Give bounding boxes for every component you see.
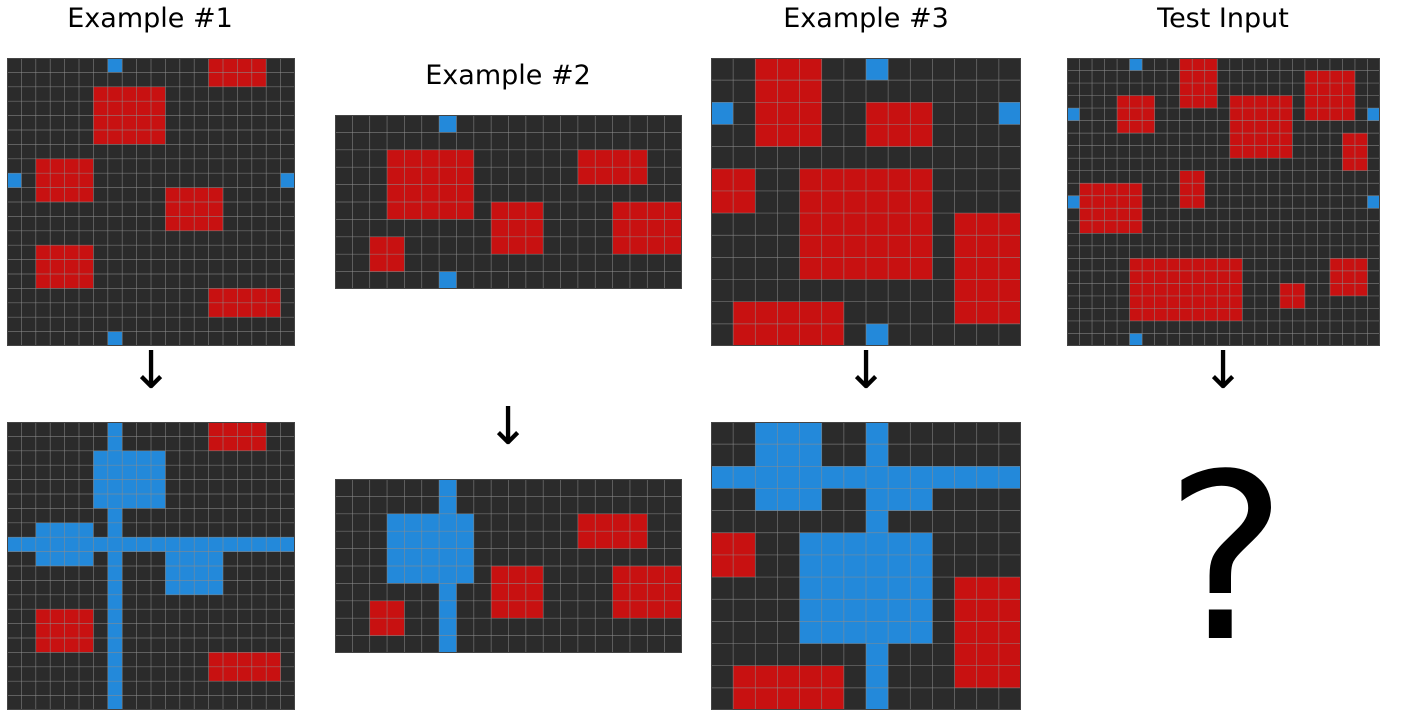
red-block <box>1329 258 1368 296</box>
blue-cell <box>711 102 734 125</box>
example-2-output-grid <box>335 479 682 653</box>
red-block <box>1117 95 1155 134</box>
example-3-output-grid <box>711 422 1021 710</box>
blue-cell <box>1367 195 1380 209</box>
red-block <box>1129 258 1243 321</box>
example-1-input-grid <box>7 58 295 346</box>
red-block <box>1229 95 1293 159</box>
red-block <box>491 566 544 619</box>
grid-border <box>1067 58 1380 346</box>
example-1-arrow: ↓ <box>129 341 173 401</box>
blue-cell <box>107 58 123 73</box>
blue-cell <box>1067 108 1080 121</box>
blue-cell <box>866 323 889 346</box>
red-block <box>954 213 1021 324</box>
example-3-input-grid <box>711 58 1021 346</box>
grid-border <box>7 58 295 346</box>
blue-cell <box>280 173 295 188</box>
blue-cell <box>866 58 889 81</box>
blue-cell <box>1367 108 1380 121</box>
test-input-grid <box>1067 58 1380 346</box>
red-block <box>491 202 544 255</box>
example-2-input-grid <box>335 115 682 289</box>
example-1-output-grid <box>7 422 295 710</box>
blue-cell <box>1129 333 1143 346</box>
unknown-output-question-mark: ? <box>1164 426 1288 693</box>
blue-cell <box>7 173 22 188</box>
blue-cell <box>1129 58 1143 71</box>
example-2-title: Example #2 <box>425 60 591 91</box>
test-input-title: Test Input <box>1157 3 1289 34</box>
blue-cell <box>439 271 457 289</box>
example-3-title: Example #3 <box>783 3 949 34</box>
example-2-arrow: ↓ <box>486 397 530 457</box>
blue-cell <box>439 115 457 133</box>
blue-cell <box>107 331 123 346</box>
grid-border <box>335 479 682 653</box>
blue-cell <box>1067 195 1080 209</box>
test-arrow: ↓ <box>1201 341 1245 401</box>
grid-border <box>335 115 682 289</box>
example-3-arrow: ↓ <box>844 341 888 401</box>
grid-border <box>711 58 1021 346</box>
grid-border <box>7 422 295 710</box>
grid-border <box>711 422 1021 710</box>
blue-cell <box>998 102 1021 125</box>
red-block <box>954 577 1021 688</box>
example-1-title: Example #1 <box>67 3 233 34</box>
